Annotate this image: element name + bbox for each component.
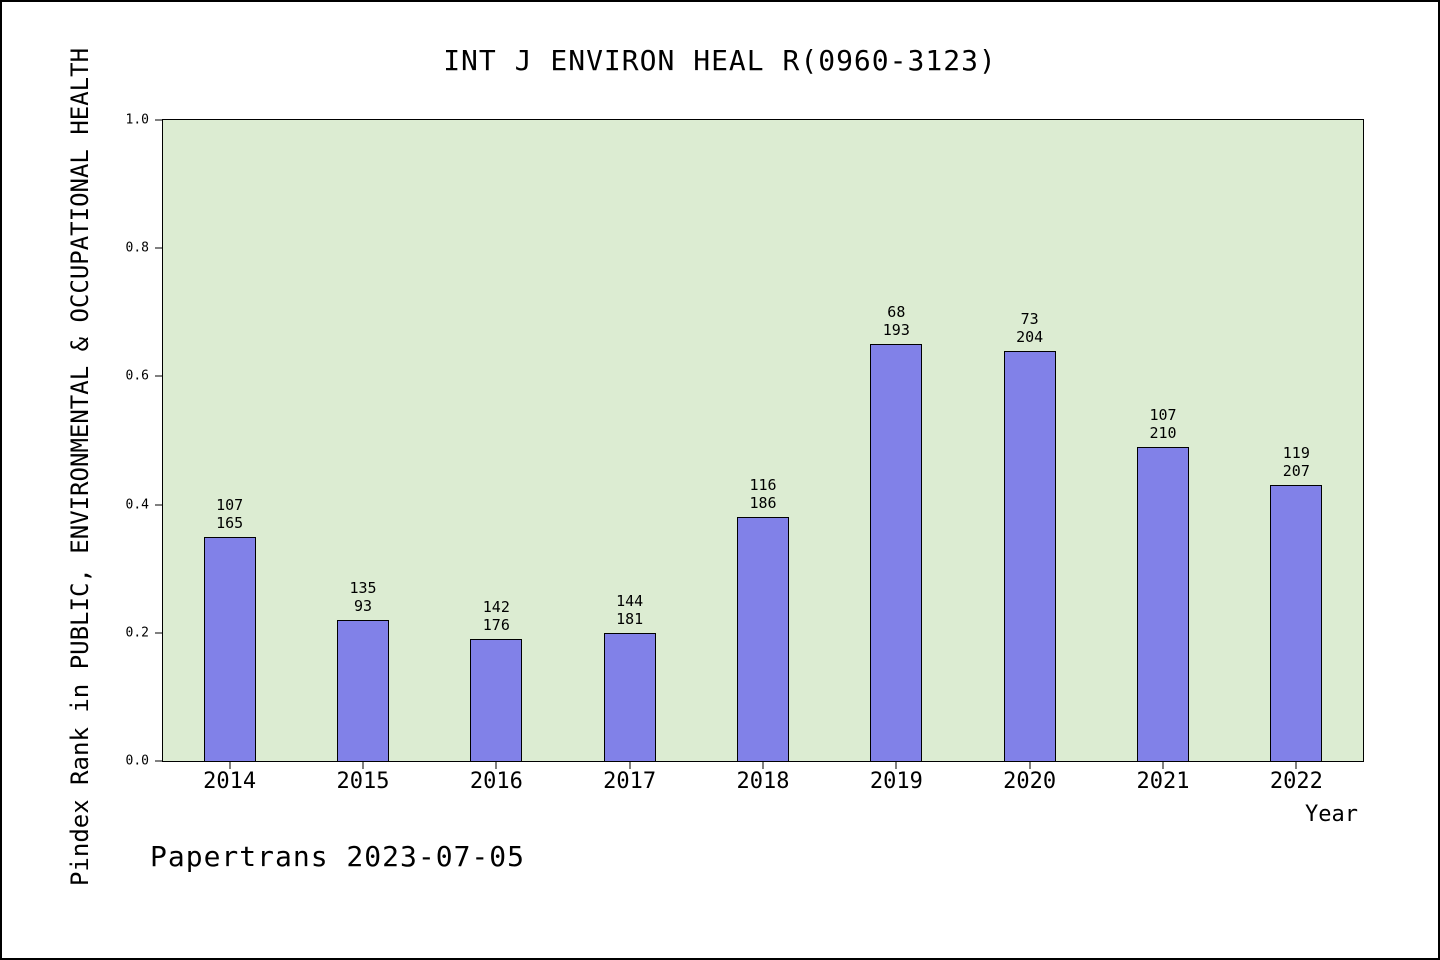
bar-2021 <box>1137 446 1189 761</box>
y-tick-mark <box>155 632 163 634</box>
chart-title: INT J ENVIRON HEAL R(0960-3123) <box>443 44 997 77</box>
x-tick-mark <box>495 761 497 769</box>
y-tick-mark <box>155 119 163 121</box>
bar-value-label-2014: 107 165 <box>216 495 244 532</box>
y-tick-mark <box>155 247 163 249</box>
bar-value-label-2017: 144 181 <box>616 591 644 628</box>
y-tick-mark <box>155 760 163 762</box>
y-tick-label: 0.8 <box>125 240 149 256</box>
x-tick-label-2018: 2018 <box>736 769 790 794</box>
bar-value-label-2016: 142 176 <box>482 598 510 635</box>
x-tick-mark <box>1029 761 1031 769</box>
y-tick-mark <box>155 504 163 506</box>
x-tick-mark <box>629 761 631 769</box>
x-axis-title: Year <box>1305 802 1358 827</box>
bar-2022 <box>1270 485 1323 761</box>
x-tick-label-2020: 2020 <box>1003 769 1057 794</box>
bar-value-label-2022: 119 207 <box>1282 444 1310 481</box>
bar-value-label-2015: 135 93 <box>349 578 377 615</box>
y-tick-mark <box>155 375 163 377</box>
y-tick-label: 0.4 <box>125 497 149 513</box>
x-tick-label-2014: 2014 <box>203 769 257 794</box>
watermark-footer: Papertrans 2023-07-05 <box>150 840 526 873</box>
x-tick-label-2017: 2017 <box>603 769 657 794</box>
bar-2020 <box>1003 350 1056 761</box>
x-tick-label-2021: 2021 <box>1136 769 1190 794</box>
x-tick-mark <box>229 761 231 769</box>
bar-2018 <box>737 517 789 761</box>
bar-2015 <box>337 619 389 761</box>
plot-area: 107 165 2014 135 93 2015 142 176 2016 144 181 2017 1… <box>126 113 1364 794</box>
bar-value-label-2019: 68 193 <box>882 303 910 340</box>
y-tick-label: 0.0 <box>125 753 149 769</box>
x-tick-mark <box>762 761 764 769</box>
bar-value-label-2021: 107 210 <box>1149 405 1177 442</box>
x-tick-mark <box>895 761 897 769</box>
bar-2019 <box>870 344 923 761</box>
bar-value-label-2018: 116 186 <box>749 476 777 513</box>
x-tick-mark <box>362 761 364 769</box>
x-tick-label-2022: 2022 <box>1269 769 1323 794</box>
x-tick-label-2015: 2015 <box>336 769 390 794</box>
x-tick-label-2016: 2016 <box>469 769 523 794</box>
y-tick-label: 0.2 <box>125 625 149 641</box>
x-tick-label-2019: 2019 <box>869 769 923 794</box>
bar-value-label-2020: 73 204 <box>1016 309 1044 346</box>
x-tick-mark <box>1295 761 1297 769</box>
y-axis-title: Pindex Rank in PUBLIC, ENVIRONMENTAL & O… <box>66 47 94 887</box>
y-tick-label: 0.6 <box>125 368 149 384</box>
y-tick-label: 1.0 <box>125 112 149 128</box>
bar-2017 <box>603 632 656 761</box>
x-tick-mark <box>1162 761 1164 769</box>
bar-2016 <box>470 639 523 761</box>
bar-2014 <box>203 536 256 761</box>
